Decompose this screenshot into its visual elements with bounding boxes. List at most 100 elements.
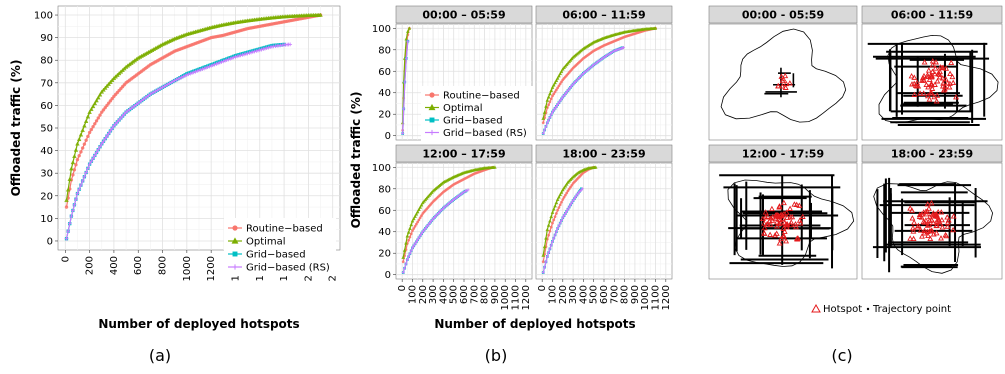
- chart-a-point-optimal: [64, 197, 69, 203]
- chart-a-point-optimal: [65, 187, 71, 192]
- chart-a-point-routine: [64, 205, 69, 209]
- hotspot-marker: [928, 217, 935, 223]
- chart-a-point-grid_rs: [224, 58, 229, 62]
- chart-b-point-grid_rs: [412, 244, 416, 248]
- chart-a-y-tick-label: 50: [40, 124, 53, 135]
- chart-b-point-optimal: [557, 74, 561, 78]
- chart-b-point-optimal: [593, 165, 598, 169]
- chart-b-x-tick-label: 100: [407, 285, 418, 304]
- chart-b-point-routine: [409, 232, 413, 236]
- chart-b-point-grid_rs: [566, 89, 570, 93]
- chart-b-facet-strip: [535, 144, 673, 163]
- chart-a-point-routine: [108, 99, 113, 103]
- chart-b-point-grid_rs: [543, 265, 547, 269]
- chart-b-point-routine: [552, 218, 556, 222]
- chart-b-y-tick-label: 20: [378, 249, 391, 260]
- chart-a-point-grid_rs: [70, 208, 75, 213]
- chart-b-point-routine: [413, 224, 417, 228]
- hotspot-marker: [953, 93, 960, 100]
- hotspot-marker: [935, 208, 942, 215]
- chart-b-point-grid_rs: [418, 234, 422, 238]
- chart-b-point-routine: [420, 214, 423, 218]
- chart-b-point-grid_rs: [547, 251, 551, 255]
- chart-b-point-optimal: [402, 248, 407, 252]
- chart-b-series-grid_rs: [401, 188, 470, 275]
- chart-a-series-optimal: [64, 12, 323, 203]
- chart-b-point-grid_rs: [544, 124, 548, 128]
- hotspot-marker: [921, 230, 928, 236]
- legend-label: Optimal: [443, 103, 483, 114]
- chart-a-y-tick-label: 10: [40, 214, 53, 225]
- chart-b-x-tick-label: 500: [449, 285, 460, 304]
- chart-b-point-optimal: [401, 255, 406, 259]
- chart-b-point-grid_rs: [466, 188, 470, 192]
- chart-b-series-routine: [541, 26, 657, 125]
- hotspot-marker: [911, 91, 918, 97]
- chart-b-point-routine: [548, 100, 552, 104]
- hotspot-marker: [914, 224, 921, 230]
- chart-a-point-routine: [103, 105, 107, 110]
- chart-b-point-optimal: [548, 91, 552, 96]
- chart-b-point-routine: [558, 203, 562, 207]
- chart-a-y-tick-label: 100: [34, 11, 53, 22]
- hotspot-marker: [942, 83, 948, 89]
- chart-c-facet-3: 18:00 - 23:59: [861, 144, 1003, 280]
- chart-b-facet-strip: [395, 5, 533, 24]
- hotspot-marker: [787, 214, 794, 220]
- chart-a-point-optimal: [83, 118, 89, 123]
- chart-b-y-tick-label: 80: [378, 45, 391, 56]
- chart-b-point-grid_rs: [429, 220, 433, 224]
- hotspot-marker: [946, 84, 953, 90]
- hotspot-marker: [923, 81, 930, 88]
- chart-b-point-optimal: [554, 78, 559, 82]
- hotspot-marker: [947, 70, 954, 77]
- hotspot-marker: [940, 87, 947, 93]
- hotspot-marker: [948, 59, 955, 66]
- chart-a-point-optimal: [99, 89, 104, 94]
- hotspot-marker: [934, 78, 941, 84]
- chart-a-y-tick-label: 80: [40, 56, 53, 67]
- hotspot-marker: [917, 227, 924, 233]
- hotspot-marker: [932, 213, 939, 219]
- hotspot-marker: [933, 98, 940, 104]
- chart-a-point-optimal: [104, 83, 110, 88]
- legend-label: Routine−based: [443, 91, 520, 102]
- hotspot-marker: [920, 90, 927, 96]
- chart-b-point-optimal: [404, 241, 408, 245]
- chart-a-point-routine: [84, 138, 88, 142]
- chart-b-facet-title: 12:00 – 17:59: [422, 148, 505, 161]
- chart-a-point-grid_rs: [266, 45, 271, 50]
- chart-b-x-tick-label: 600: [599, 285, 610, 304]
- chart-a-point-optimal: [102, 85, 108, 90]
- chart-b-point-grid_rs: [556, 227, 560, 231]
- chart-a-point-optimal: [72, 153, 77, 158]
- hotspot-marker: [926, 96, 933, 102]
- hotspot-marker: [936, 71, 943, 77]
- hotspot-marker: [921, 77, 927, 83]
- chart-a-point-grid_rs: [205, 65, 210, 70]
- chart-b-point-grid_rs: [563, 211, 567, 215]
- chart-b-point-grid_rs: [401, 271, 405, 275]
- hotspot-marker: [944, 214, 951, 220]
- chart-b-x-tick-label: 700: [469, 285, 480, 304]
- chart-a-legend-box: [224, 218, 336, 276]
- caption-b: (b): [485, 346, 508, 365]
- chart-b-y-tick-label: 100: [372, 24, 391, 35]
- chart-a-point-grid_rs: [91, 156, 95, 161]
- chart-a-point-optimal: [108, 79, 113, 84]
- chart-b-point-grid_rs: [545, 121, 549, 125]
- chart-a-point-routine: [94, 119, 99, 123]
- chart-a-y-tick-label: 40: [40, 146, 53, 157]
- chart-b-y-tick-label: 0: [385, 131, 391, 142]
- hotspot-marker: [924, 72, 931, 78]
- hotspot-marker: [784, 214, 791, 220]
- chart-b-point-optimal: [546, 223, 551, 227]
- chart-a-point-grid_rs: [85, 166, 90, 171]
- chart-b-point-grid_rs: [580, 187, 584, 191]
- chart-c-facet-strip: [708, 5, 858, 24]
- chart-b-point-routine: [561, 198, 565, 201]
- chart-b-series-optimal: [541, 165, 598, 257]
- chart-b-x-tick-label: 400: [578, 285, 589, 304]
- chart-c-map-panel: [861, 162, 1003, 280]
- chart-b-y-tick-label: 60: [378, 206, 391, 217]
